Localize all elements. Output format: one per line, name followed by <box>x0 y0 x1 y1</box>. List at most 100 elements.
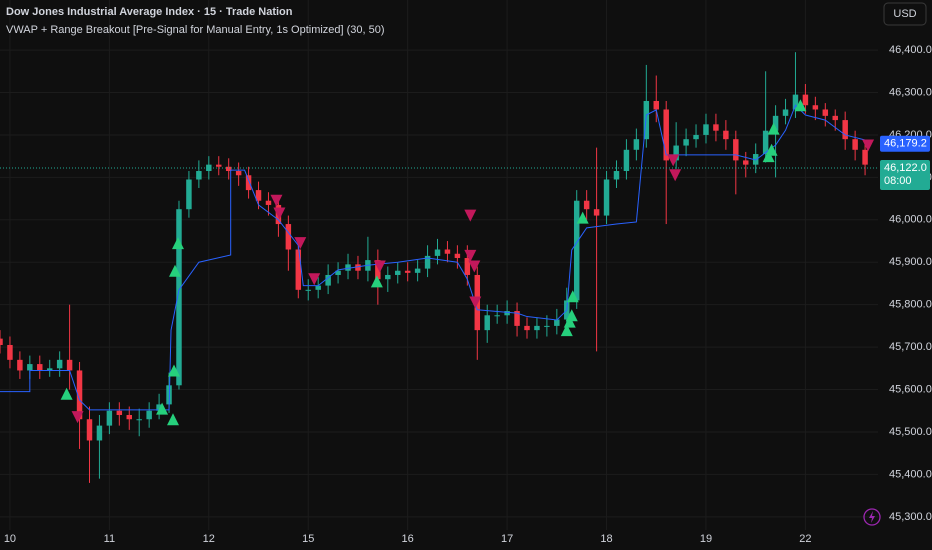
candle-body <box>603 179 610 216</box>
candle-body <box>812 105 819 110</box>
buy-signal <box>370 275 383 288</box>
candle-body <box>414 268 421 273</box>
candle-body <box>156 404 162 411</box>
buy-signal <box>168 364 181 377</box>
currency-label[interactable]: USD <box>893 8 916 20</box>
candle-body <box>613 171 620 180</box>
buy-signal <box>765 143 778 156</box>
candle-body <box>832 115 838 121</box>
candle-body <box>772 115 779 131</box>
candle-body <box>46 368 53 371</box>
candle-body <box>27 364 33 371</box>
candle-body <box>385 274 391 280</box>
last-price-box <box>880 160 930 191</box>
candle-body <box>484 315 490 331</box>
buy-signal <box>762 150 775 163</box>
sell-signal <box>273 207 286 220</box>
buy-signal <box>563 315 576 328</box>
sell-signal <box>464 209 477 222</box>
sell-signal <box>669 169 682 182</box>
y-tick-label: 46,400.0 <box>889 44 932 56</box>
candle-body <box>743 160 749 165</box>
buy-signal <box>169 264 182 277</box>
candle-body <box>424 255 431 269</box>
candle-body <box>723 130 729 140</box>
candle-body <box>733 139 739 161</box>
buy-signal <box>156 402 169 415</box>
candle-body <box>454 253 461 258</box>
vwap-price-label: 46,179.2 <box>884 138 927 150</box>
candle-body <box>56 359 63 369</box>
sell-signal <box>373 260 386 273</box>
candle-body <box>842 120 848 140</box>
buy-signal <box>565 309 578 322</box>
x-tick-label: 11 <box>104 533 115 545</box>
currency-button[interactable] <box>883 2 927 26</box>
candle-body <box>693 134 699 140</box>
buy-signal <box>60 387 73 400</box>
grid <box>0 0 878 530</box>
x-tick-label: 19 <box>700 533 712 545</box>
candle-body <box>524 325 530 331</box>
candle-body <box>126 415 132 420</box>
sell-signal <box>469 296 482 309</box>
candle-body <box>325 274 331 286</box>
candle-body <box>593 209 600 216</box>
candle-body <box>375 260 381 280</box>
candle-body <box>673 145 679 161</box>
sell-signal <box>308 273 321 286</box>
candle-body <box>752 154 759 165</box>
candle-body <box>395 270 401 275</box>
candle-body <box>176 209 182 386</box>
candle-body <box>792 94 799 110</box>
candle-body <box>186 179 192 210</box>
x-tick-label: 15 <box>302 533 314 545</box>
candle-body <box>66 359 73 371</box>
y-tick-label: 46,300.0 <box>889 86 932 98</box>
candle-body <box>255 190 262 201</box>
candle-body <box>573 200 580 301</box>
sell-signal <box>71 411 84 424</box>
candle-body <box>703 124 709 135</box>
plot <box>0 52 878 483</box>
candle-body <box>464 257 471 275</box>
y-tick-label: 45,300.0 <box>889 511 932 523</box>
buy-signal <box>171 237 184 250</box>
candle-body <box>663 109 669 161</box>
axis: 45,300.0 45,400.0 45,500.0 45,600.0 45,700.0… <box>4 44 932 545</box>
candle-body <box>504 311 510 316</box>
candle-body <box>136 419 142 421</box>
candle-body <box>295 249 302 290</box>
candle-body <box>534 325 540 331</box>
candle-body <box>404 270 411 273</box>
candle-body <box>206 164 212 172</box>
candle-body <box>683 139 689 146</box>
candle-body <box>86 419 93 441</box>
x-tick-label: 10 <box>4 533 16 545</box>
alert-icon[interactable] <box>863 508 881 526</box>
x-tick-label: 16 <box>402 533 414 545</box>
countdown-label: 08:00 <box>884 175 912 187</box>
vwap-price-box <box>880 135 930 152</box>
candle-body <box>7 344 13 360</box>
candle-body <box>434 249 441 256</box>
sell-signal <box>862 139 875 152</box>
sell-signal <box>464 249 477 262</box>
candle-body <box>196 171 202 180</box>
candle-body <box>96 425 103 441</box>
sell-signal <box>294 237 307 250</box>
y-tick-label: 45,900.0 <box>889 256 932 268</box>
candle-body <box>782 109 789 116</box>
candle-body <box>235 171 242 176</box>
candle-body <box>0 338 3 345</box>
candle-body <box>146 410 152 420</box>
candle-body <box>17 359 23 371</box>
vwap-line <box>0 104 866 411</box>
sell-signal <box>270 194 283 207</box>
candle-body <box>216 164 222 167</box>
candle-body <box>355 264 361 271</box>
candle-body <box>444 249 451 254</box>
candle-body <box>802 94 809 106</box>
y-tick-label: 45,800.0 <box>889 299 932 311</box>
